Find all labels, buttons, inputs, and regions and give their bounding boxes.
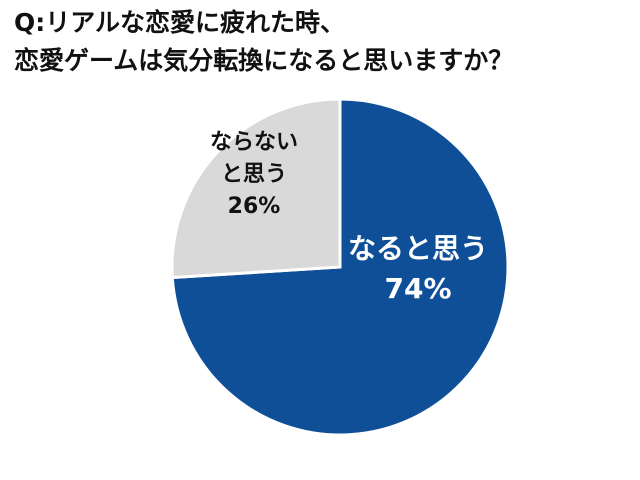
slice-value-label-2: 26% [228,194,281,219]
chart-title-line-1: Q:リアルな恋愛に疲れた時、 [14,8,346,37]
pie-slice-2 [170,97,342,280]
slice-name-label-1-line-1: なると思う [348,232,488,265]
chart-title-line-2: 恋愛ゲームは気分転換になると思いますか？ [14,46,514,75]
slice-name-label-2-line-1: ならない [210,130,298,155]
slice-value-label-1: 74% [384,272,451,305]
chart-title: Q:リアルな恋愛に疲れた時、 恋愛ゲームは気分転換になると思いますか？ [14,4,634,80]
slice-name-label-2-line-2: と思う [221,162,287,187]
